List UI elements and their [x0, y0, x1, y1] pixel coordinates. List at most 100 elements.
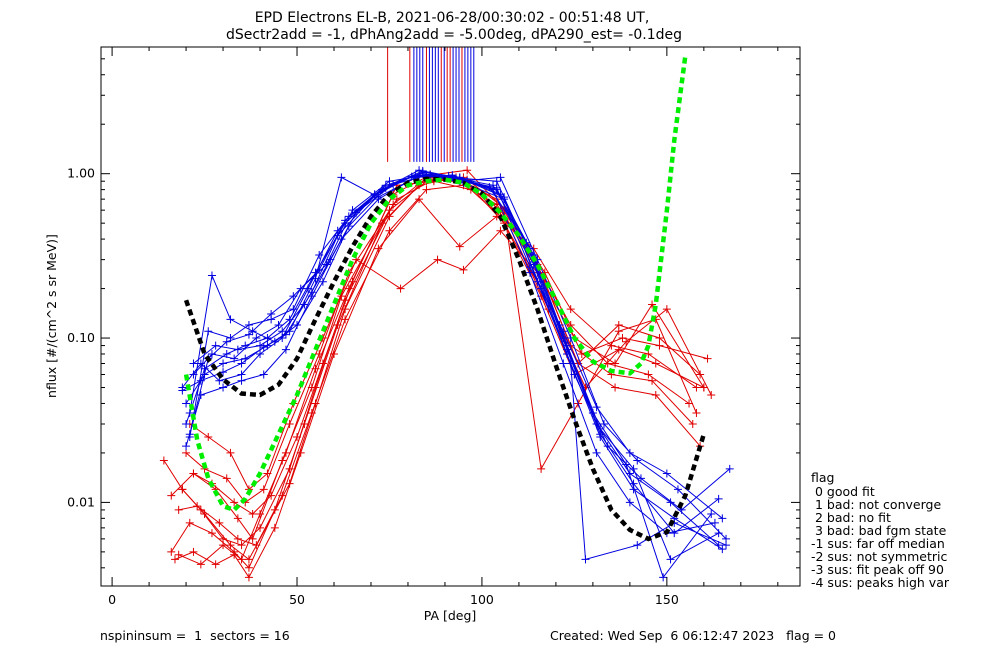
red-data-point	[167, 491, 176, 500]
blue-data-point	[485, 182, 494, 191]
blue-data-point	[252, 334, 261, 343]
blue-data-point	[185, 430, 194, 439]
blue-data-point	[182, 419, 191, 428]
chart-title-line-1: EPD Electrons EL-B, 2021-06-28/00:30:02 …	[255, 10, 650, 26]
blue-data-point	[563, 345, 571, 354]
blue-data-point	[244, 330, 253, 339]
blue-data-point	[196, 391, 205, 400]
red-data-point	[607, 341, 616, 350]
blue-data-point	[278, 327, 287, 336]
blue-data-point	[237, 376, 246, 385]
blue-data-point	[492, 177, 501, 186]
red-data-point	[341, 315, 350, 324]
blue-data-point	[237, 359, 246, 368]
blue-data-point	[559, 359, 568, 368]
red-data-point	[685, 399, 694, 408]
red-data-point	[207, 529, 216, 538]
red-data-point	[167, 547, 176, 556]
blue-data-point	[673, 485, 682, 494]
blue-data-point	[204, 327, 213, 336]
blue-data-point	[270, 337, 279, 346]
blue-data-point	[566, 359, 575, 368]
blue-data-point	[407, 172, 416, 181]
blue-data-point	[196, 376, 205, 385]
legend-entry: 0 good fit	[811, 484, 875, 499]
blue-data-line	[193, 174, 731, 511]
red-data-line	[185, 179, 701, 504]
red-data-point	[463, 166, 472, 175]
blue-data-point	[636, 474, 645, 483]
red-data-point	[374, 244, 383, 253]
red-data-point	[219, 534, 228, 543]
y-tick-label: 0.10	[67, 330, 95, 345]
x-axis-label: PA [deg]	[424, 608, 477, 623]
blue-data-point	[670, 529, 679, 538]
red-data-point	[389, 200, 398, 209]
legend: flag 0 good fit 1 bad: not converge 2 ba…	[811, 470, 950, 590]
red-data-point	[237, 541, 246, 550]
blue-data-point	[526, 263, 535, 272]
red-data-point	[651, 391, 660, 400]
red-data-point	[159, 456, 168, 465]
blue-data-point	[293, 321, 302, 330]
blue-data-point	[633, 541, 642, 550]
red-data-point	[259, 485, 268, 494]
blue-data-point	[256, 341, 265, 350]
red-data-point	[170, 555, 179, 564]
red-data-point	[433, 255, 442, 264]
red-data-line	[178, 184, 690, 546]
blue-data-point	[629, 464, 638, 473]
red-data-point	[211, 560, 220, 569]
blue-data-point	[426, 170, 435, 179]
blue-data-point	[289, 292, 298, 301]
blue-data-point	[219, 359, 228, 368]
blue-data-point	[244, 321, 253, 330]
red-data-point	[662, 305, 671, 314]
red-data-point	[244, 555, 253, 564]
red-data-point	[415, 195, 424, 204]
legend-entry: 3 bad: bad fgm state	[811, 523, 947, 538]
red-data-point	[611, 359, 620, 368]
red-data-point	[648, 376, 657, 385]
blue-data-point	[274, 321, 283, 330]
red-data-point	[189, 469, 198, 478]
red-data-point	[222, 474, 231, 483]
blue-data-point	[714, 529, 723, 538]
blue-data-point	[659, 573, 668, 582]
blue-data-line	[185, 174, 716, 534]
plot-content	[159, 47, 734, 582]
blue-data-point	[256, 349, 265, 358]
blue-data-point	[666, 555, 675, 564]
blue-data-point	[307, 288, 316, 297]
legend-entry: -2 sus: not symmetric	[811, 549, 947, 564]
red-data-point	[178, 485, 187, 494]
legend-title: flag	[811, 470, 834, 485]
red-data-point	[496, 226, 505, 235]
blue-data-point	[710, 518, 719, 527]
plot-frame	[100, 46, 801, 587]
green-dashed-fit-curve	[183, 55, 688, 513]
blue-data-point	[333, 231, 342, 240]
blue-data-point	[496, 173, 505, 182]
red-data-point	[385, 226, 394, 235]
blue-data-point	[185, 408, 194, 417]
blue-data-point	[341, 216, 350, 225]
red-data-point	[215, 518, 224, 527]
red-data-point	[256, 510, 265, 519]
blue-data-point	[222, 337, 231, 346]
red-data-point	[603, 359, 612, 368]
red-data-point	[707, 391, 716, 400]
blue-data-point	[374, 193, 383, 202]
blue-data-point	[448, 171, 457, 180]
blue-data-point	[718, 514, 727, 523]
blue-data-point	[337, 173, 346, 182]
red-data-point	[244, 573, 253, 582]
red-data-point	[699, 383, 708, 392]
red-data-point	[256, 523, 265, 532]
red-data-point	[293, 432, 302, 441]
red-data-point	[455, 242, 464, 251]
red-data-point	[267, 491, 276, 500]
red-data-point	[655, 341, 664, 350]
red-data-point	[648, 300, 657, 309]
